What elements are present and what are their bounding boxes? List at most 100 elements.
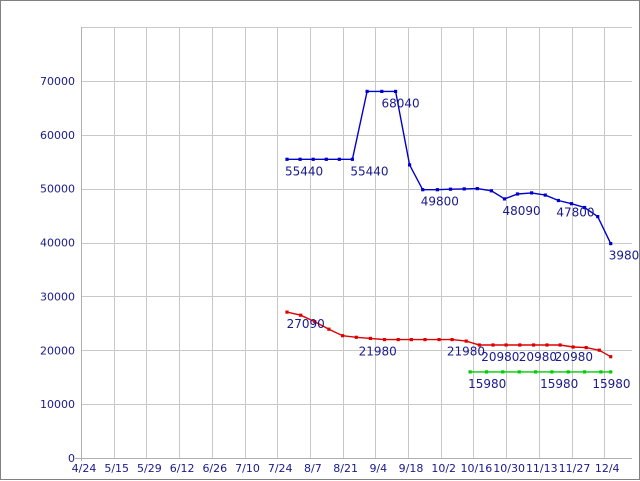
data-point-marker	[609, 242, 613, 246]
data-point-marker	[380, 89, 384, 93]
data-point-marker	[502, 197, 507, 201]
data-point-marker	[394, 89, 398, 93]
x-tick-label: 11/13	[526, 462, 558, 475]
x-tick-label: 6/12	[170, 462, 195, 475]
data-point-marker	[421, 188, 425, 192]
data-point-marker	[597, 348, 601, 352]
data-point-marker	[423, 338, 427, 342]
data-point-marker	[504, 343, 508, 347]
x-tick-label: 5/29	[137, 462, 162, 475]
data-point-marker	[311, 157, 315, 161]
data-value-label: 55440	[350, 164, 388, 178]
grid-layer	[81, 27, 632, 459]
x-tick-label: 8/21	[333, 462, 358, 475]
data-point-marker	[365, 89, 369, 93]
data-point-marker	[475, 187, 479, 191]
data-point-marker	[517, 370, 521, 374]
x-axis-tick-labels: 4/24 5/15 5/29 6/12 6/26 7/10 7/24 8/7 8/21 9/4 9/…	[72, 462, 620, 475]
data-value-label: 47800	[556, 206, 594, 220]
data-point-marker	[448, 187, 453, 191]
data-value-label: 55440	[285, 164, 323, 178]
data-value-label: 15980	[540, 377, 578, 391]
data-value-label: 21980	[359, 345, 397, 359]
data-value-label: 39800	[609, 249, 640, 263]
data-value-label: 48090	[503, 204, 541, 218]
x-tick-label: 12/4	[595, 462, 620, 475]
data-value-label: 68040	[382, 96, 420, 110]
data-point-marker	[532, 343, 536, 347]
data-point-marker	[327, 327, 331, 331]
data-point-marker	[337, 157, 341, 161]
data-value-label: 15980	[468, 377, 506, 391]
data-point-marker	[596, 215, 600, 219]
series-polyline	[287, 90, 612, 244]
data-point-marker	[609, 370, 613, 374]
x-tick-label: 10/2	[431, 462, 456, 475]
data-point-marker	[571, 345, 575, 349]
data-point-marker	[468, 370, 472, 374]
data-point-marker	[491, 343, 495, 347]
data-value-label: 21980	[447, 345, 485, 359]
data-value-label: 20980	[519, 350, 557, 364]
data-point-marker	[545, 343, 549, 347]
x-tick-label: 9/4	[369, 462, 387, 475]
x-tick-label: 7/24	[268, 462, 293, 475]
x-tick-label: 6/26	[202, 462, 227, 475]
x-tick-label: 8/7	[304, 462, 322, 475]
data-point-marker	[464, 339, 468, 343]
x-tick-label: 7/10	[235, 462, 260, 475]
data-point-marker	[484, 370, 489, 374]
data-point-marker	[477, 343, 481, 347]
data-point-marker	[341, 334, 345, 338]
data-point-marker	[298, 157, 302, 161]
data-point-marker	[583, 370, 587, 374]
series-layer	[285, 89, 613, 374]
data-point-marker	[599, 370, 603, 374]
series-red-series	[285, 310, 613, 359]
data-point-marker	[556, 198, 560, 203]
series-blue-series	[285, 89, 613, 246]
data-point-marker	[350, 157, 354, 161]
data-point-marker	[583, 205, 587, 210]
data-point-marker	[354, 335, 358, 339]
data-value-label: 49800	[421, 195, 459, 209]
data-point-marker	[285, 157, 289, 161]
data-value-label: 20980	[555, 350, 593, 364]
data-point-marker	[533, 370, 538, 374]
y-tick-label: 60000	[40, 129, 75, 142]
y-tick-label: 50000	[40, 183, 75, 196]
y-axis-tick-labels: 0 10000 20000 30000 40000 50000 60000 70000	[40, 75, 75, 465]
data-point-marker	[558, 343, 562, 347]
data-value-labels: 55440 55440 68040 49800 48090 47800 39800 27090…	[285, 96, 640, 391]
data-point-marker	[435, 188, 439, 192]
data-point-marker	[437, 338, 441, 342]
axis-layer	[75, 27, 632, 461]
y-tick-label: 10000	[40, 398, 75, 411]
data-point-marker	[569, 202, 574, 206]
data-point-marker	[489, 189, 493, 193]
data-point-marker	[543, 193, 547, 197]
x-tick-label: 5/15	[104, 462, 129, 475]
data-point-marker	[515, 192, 520, 196]
data-value-label: 20980	[481, 350, 519, 364]
data-point-marker	[409, 338, 413, 342]
data-point-marker	[299, 313, 303, 317]
x-tick-label: 4/24	[72, 462, 97, 475]
x-tick-label: 10/30	[493, 462, 525, 475]
data-point-marker	[313, 320, 317, 324]
data-point-marker	[501, 370, 505, 374]
data-point-marker	[285, 310, 289, 314]
data-point-marker	[609, 355, 613, 359]
data-point-marker	[518, 343, 522, 347]
data-value-label: 15980	[592, 377, 630, 391]
y-tick-label: 40000	[40, 237, 75, 250]
x-tick-label: 10/16	[461, 462, 493, 475]
y-tick-label: 0	[68, 452, 75, 465]
data-point-marker	[584, 346, 588, 350]
data-point-marker	[368, 336, 372, 340]
data-point-marker	[396, 338, 400, 342]
y-tick-label: 70000	[40, 75, 75, 88]
x-tick-label: 9/18	[399, 462, 424, 475]
y-tick-label: 20000	[40, 344, 75, 357]
